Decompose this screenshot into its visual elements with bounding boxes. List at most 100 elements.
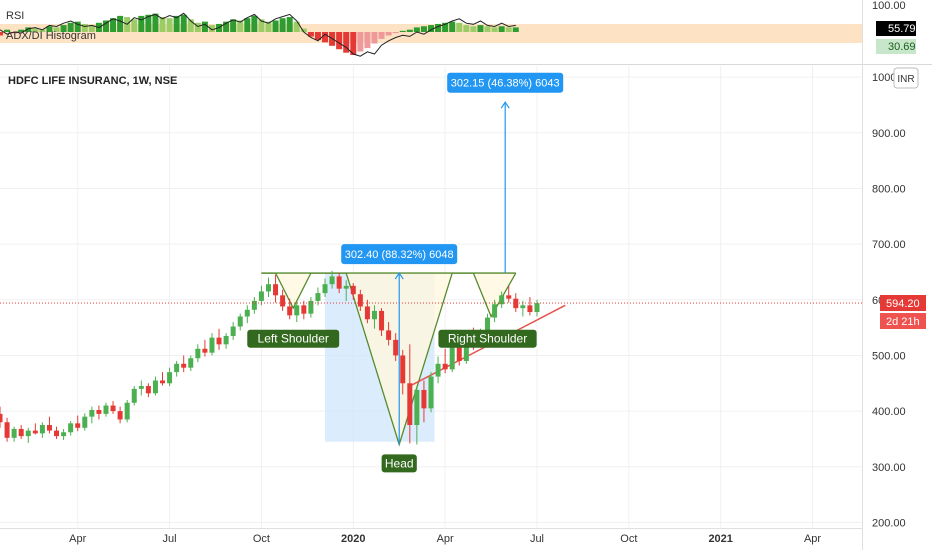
- pattern-label-bg: [247, 329, 340, 348]
- candle: [421, 380, 427, 423]
- candle-body: [82, 416, 88, 428]
- candle: [209, 333, 215, 356]
- histogram-bar: [67, 22, 74, 32]
- pattern-label: Head: [381, 454, 417, 473]
- candle: [124, 399, 130, 423]
- candle-body: [428, 376, 434, 409]
- candle: [343, 280, 349, 301]
- x-tick-label: Apr: [804, 533, 821, 545]
- histogram-bar: [343, 32, 350, 53]
- candle: [258, 285, 264, 306]
- histogram-bar: [237, 20, 244, 32]
- candle-body: [202, 348, 208, 353]
- candle: [287, 298, 293, 320]
- measure-callout: 302.15 (46.38%) 6043: [447, 72, 564, 274]
- candle: [61, 428, 67, 441]
- pattern-label: Left Shoulder: [247, 329, 340, 348]
- histogram-bar: [484, 26, 491, 32]
- candle-body: [131, 388, 137, 403]
- candle-body: [379, 310, 385, 331]
- candle-body: [25, 430, 31, 437]
- candle: [364, 299, 370, 324]
- histogram-bar: [491, 27, 498, 32]
- candle: [117, 406, 123, 424]
- histogram-bar: [244, 18, 251, 32]
- pattern-label-bg: [438, 329, 537, 348]
- histogram-bar: [0, 32, 3, 36]
- histogram-bar: [512, 27, 519, 32]
- candle: [181, 355, 187, 373]
- candle: [167, 367, 173, 387]
- candle-body: [138, 386, 144, 389]
- candle-body: [506, 295, 512, 299]
- histogram-bar: [442, 22, 449, 32]
- histogram-bar: [463, 25, 470, 32]
- y-tick-label: 500.00: [872, 350, 906, 362]
- candle: [54, 426, 60, 439]
- histogram-bar: [180, 14, 187, 32]
- candle: [308, 297, 314, 318]
- candle-body: [520, 305, 526, 309]
- candle: [513, 293, 519, 313]
- candle-body: [145, 386, 151, 394]
- rsi-axis-top: 100.00: [872, 0, 906, 12]
- candle: [195, 344, 201, 363]
- histogram-bar: [392, 32, 399, 34]
- pattern-label-bg: [381, 454, 417, 473]
- candle-body: [336, 276, 342, 289]
- candle: [230, 322, 236, 340]
- candle-body: [68, 423, 74, 433]
- pattern-label-text: Left Shoulder: [258, 332, 329, 346]
- candle-body: [167, 372, 173, 384]
- histogram-bar: [470, 26, 477, 32]
- x-tick-label: 2020: [341, 533, 365, 545]
- rsi-value-bg: [876, 21, 916, 36]
- candle-body: [407, 383, 413, 426]
- indicator-pane: RSI ADX/DI Histogram 100.00 55.79 30.69: [0, 0, 932, 65]
- candle: [152, 376, 158, 396]
- candle: [400, 349, 406, 395]
- x-tick-label: Jul: [163, 533, 177, 545]
- candle-body: [258, 291, 264, 301]
- candle: [160, 372, 166, 386]
- histogram-bar: [32, 28, 39, 32]
- y-tick-label: 300.00: [872, 462, 906, 474]
- histogram-bar: [11, 32, 18, 34]
- adx-label: ADX/DI Histogram: [6, 30, 96, 42]
- y-tick-label: 700.00: [872, 239, 906, 251]
- x-tick-label: Oct: [620, 533, 637, 545]
- chart-title: HDFC LIFE INSURANC, 1W, NSE: [8, 75, 177, 87]
- candle-body: [230, 326, 236, 336]
- candle: [145, 383, 151, 398]
- candle-body: [4, 422, 10, 438]
- candle-body: [160, 380, 166, 384]
- pattern-layer: [261, 272, 566, 447]
- histogram-bar: [18, 29, 25, 32]
- candle: [18, 425, 24, 439]
- histogram-bar: [357, 32, 364, 52]
- candle: [357, 289, 363, 311]
- histogram-bar: [53, 27, 60, 32]
- currency-badge: INR: [893, 67, 919, 89]
- x-tick-label: 2021: [708, 533, 732, 545]
- candle: [442, 348, 448, 374]
- candle-body: [527, 305, 533, 313]
- histogram-bar: [145, 14, 152, 32]
- candle-body: [301, 305, 307, 314]
- candle-body: [287, 306, 293, 316]
- candle: [174, 361, 180, 377]
- candle-body: [195, 348, 201, 359]
- rsi-value: 55.79: [888, 23, 916, 35]
- measure-arrow-head: [500, 101, 510, 109]
- histogram-bar: [300, 28, 307, 32]
- histogram-bar: [258, 19, 265, 32]
- histogram-bar: [201, 21, 208, 32]
- candle-body: [421, 389, 427, 409]
- callout-bg: [341, 244, 458, 265]
- candle: [329, 270, 335, 289]
- histogram-bar: [314, 32, 321, 41]
- histogram-bar: [102, 20, 109, 32]
- candle: [379, 308, 385, 336]
